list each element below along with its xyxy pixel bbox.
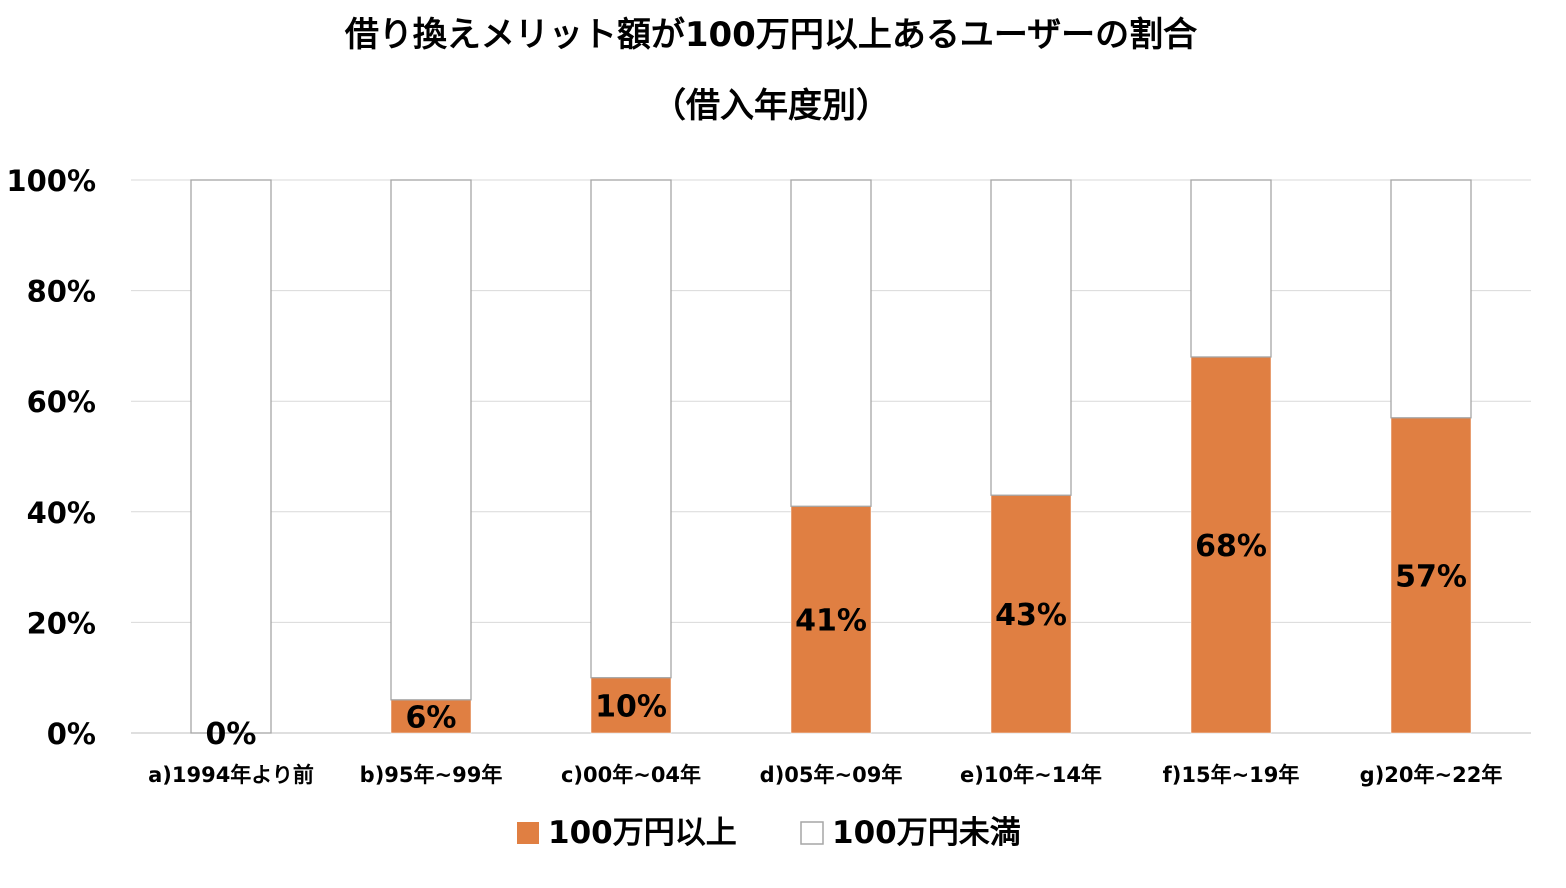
category-label: f)15年~19年: [1163, 763, 1300, 787]
category-label: c)00年~04年: [561, 763, 701, 787]
bar-100man-miman: [990, 179, 1072, 496]
data-label: 10%: [595, 689, 667, 724]
y-tick-label: 0%: [47, 717, 96, 751]
data-label: 68%: [1195, 529, 1267, 564]
data-label: 43%: [995, 598, 1067, 633]
bar-100man-ijou: [590, 677, 672, 734]
bar-100man-miman: [1190, 179, 1272, 358]
bar-100man-ijou: [1390, 417, 1472, 734]
data-label: 6%: [406, 700, 457, 735]
legend: 100万円以上 100万円未満: [517, 815, 1021, 851]
legend-swatch-100man-miman: [800, 821, 824, 845]
chart-subtitle: （借入年度別）: [652, 86, 890, 126]
y-tick-label: 20%: [27, 606, 96, 640]
data-label: 0%: [206, 717, 257, 752]
data-labels: 0% 6% 10% 41% 43% 68% 57%: [206, 529, 1467, 752]
category-labels: a)1994年より前 b)95年~99年 c)00年~04年 d)05年~09年 e)1…: [148, 763, 1502, 787]
legend-label: 100万円未満: [832, 815, 1021, 851]
bar-100man-miman: [590, 179, 672, 679]
category-label: b)95年~99年: [360, 763, 503, 787]
data-label: 57%: [1395, 559, 1467, 594]
category-label: e)10年~14年: [960, 763, 1102, 787]
bars: [190, 179, 1472, 734]
y-tick-label: 40%: [27, 496, 96, 530]
legend-label: 100万円以上: [548, 815, 737, 851]
bar-100man-miman: [390, 179, 472, 701]
category-label: g)20年~22年: [1360, 763, 1503, 787]
y-tick-label: 80%: [27, 275, 96, 309]
chart-title: 借り換えメリット額が100万円以上あるユーザーの割合: [344, 15, 1197, 55]
y-tick-label: 60%: [27, 385, 96, 419]
bar-100man-ijou: [390, 699, 472, 734]
bar-100man-miman: [790, 179, 872, 507]
bar-100man-miman: [190, 179, 272, 734]
bar-100man-ijou: [1190, 356, 1272, 734]
legend-swatch-100man-ijou: [517, 822, 539, 844]
y-tick-label: 100%: [6, 164, 96, 198]
data-label: 41%: [795, 604, 867, 639]
bar-100man-miman: [1390, 179, 1472, 419]
category-label: d)05年~09年: [760, 763, 903, 787]
y-axis-ticks: 0% 20% 40% 60% 80% 100%: [6, 164, 96, 751]
bar-100man-ijou: [790, 506, 872, 734]
category-label: a)1994年より前: [148, 763, 314, 787]
